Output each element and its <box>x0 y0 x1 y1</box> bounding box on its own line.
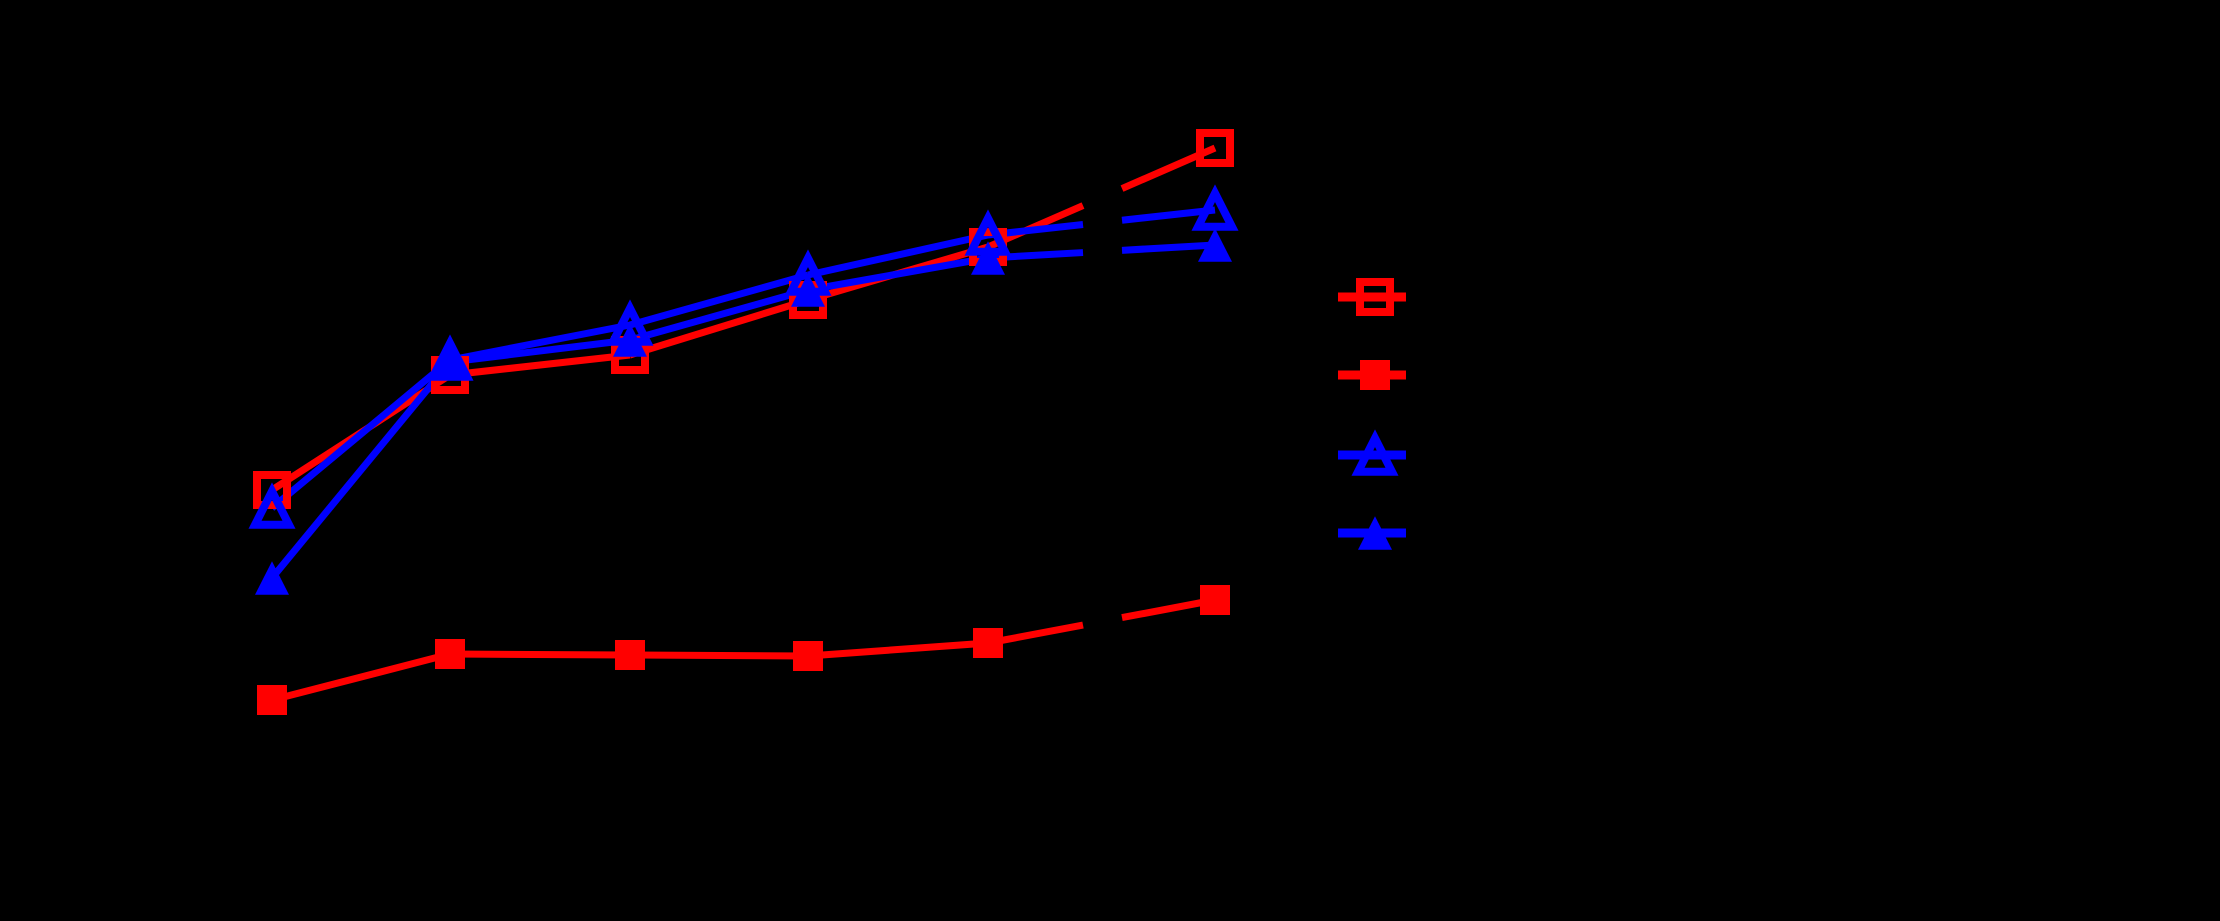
series-line-segment <box>269 357 453 511</box>
series-line-segment <box>1121 596 1216 622</box>
series-line-segment <box>449 321 631 364</box>
series-line-segment <box>629 286 809 344</box>
data-point-filled-square <box>793 641 823 671</box>
data-point-filled-triangle <box>791 273 825 307</box>
legend-item-2[interactable] <box>1338 360 1406 390</box>
data-point-filled-triangle <box>433 345 467 379</box>
legend-marker-open-triangle <box>1351 429 1399 476</box>
series-line-segment <box>1121 206 1216 224</box>
data-point-filled-square <box>435 639 465 669</box>
series-lines-group <box>269 144 1217 704</box>
legend-item-1[interactable] <box>1338 278 1406 316</box>
data-point-open-square <box>253 471 291 509</box>
legend-marker-filled-triangle <box>1358 516 1392 550</box>
data-point-filled-triangle <box>255 561 289 595</box>
legend <box>1338 278 1406 550</box>
legend-marker-filled-square <box>1360 360 1390 390</box>
data-point-filled-triangle <box>1198 228 1232 262</box>
series-line-segment <box>629 271 809 329</box>
series-line-segment <box>449 650 631 659</box>
data-point-filled-triangle <box>971 241 1005 275</box>
series-markers-group <box>248 129 1239 715</box>
data-point-filled-square <box>1200 585 1230 615</box>
data-point-open-square <box>1196 129 1234 167</box>
series-line-segment <box>807 254 989 294</box>
series-line-segment <box>449 351 631 379</box>
data-point-filled-square <box>615 640 645 670</box>
data-point-filled-triangle <box>613 323 647 357</box>
series-line-segment <box>629 651 809 660</box>
data-point-open-triangle <box>248 482 296 529</box>
series-line-segment <box>1121 241 1216 254</box>
data-point-open-triangle <box>1191 184 1239 231</box>
series-line-segment <box>628 296 810 359</box>
series-line-segment <box>449 336 631 366</box>
series-line-segment <box>269 359 453 581</box>
data-point-filled-square <box>973 628 1003 658</box>
series-line-segment <box>271 650 451 704</box>
legend-item-4[interactable] <box>1338 516 1406 550</box>
legend-marker-open-square <box>1356 278 1394 316</box>
series-line-segment <box>807 639 989 660</box>
series-line-segment <box>807 231 989 279</box>
data-point-filled-square <box>257 685 287 715</box>
legend-item-3[interactable] <box>1338 429 1406 476</box>
series-line-segment <box>987 621 1084 647</box>
